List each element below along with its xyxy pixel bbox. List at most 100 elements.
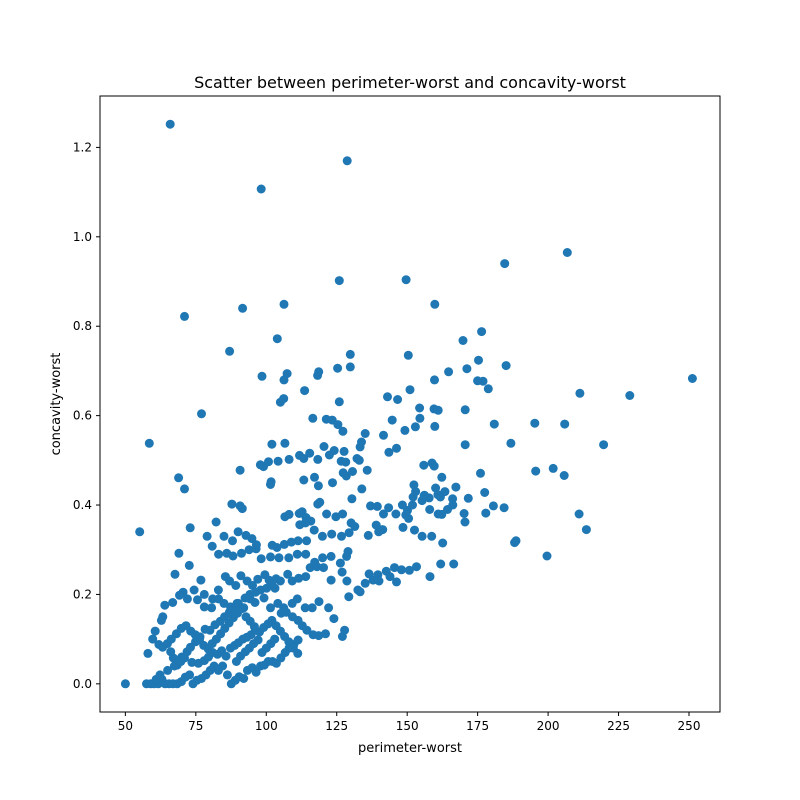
- data-point: [238, 303, 248, 313]
- data-point: [542, 551, 552, 561]
- data-point: [338, 509, 348, 519]
- data-point: [293, 536, 303, 546]
- data-point: [270, 634, 280, 644]
- data-point: [284, 509, 294, 519]
- data-point: [574, 509, 584, 519]
- data-point: [390, 563, 399, 573]
- data-point: [366, 501, 375, 511]
- x-tick-label: 75: [188, 719, 203, 733]
- data-point: [222, 670, 232, 680]
- data-point: [687, 374, 697, 383]
- data-point: [266, 552, 275, 562]
- data-point: [384, 447, 394, 457]
- data-point: [120, 679, 130, 689]
- data-point: [333, 420, 343, 430]
- data-point: [255, 460, 265, 470]
- data-point: [360, 429, 370, 438]
- data-point: [436, 559, 446, 569]
- data-point: [338, 426, 348, 436]
- data-point: [488, 501, 498, 511]
- data-point: [562, 248, 572, 257]
- data-point: [279, 539, 289, 549]
- data-point: [477, 327, 487, 337]
- data-point: [363, 530, 373, 540]
- data-point: [372, 501, 382, 511]
- data-point: [184, 560, 194, 570]
- data-point: [218, 661, 228, 671]
- data-point: [344, 592, 354, 602]
- data-point: [360, 578, 370, 588]
- data-point: [391, 509, 401, 519]
- x-tick-label: 150: [396, 719, 419, 733]
- data-point: [489, 419, 499, 429]
- y-tick-label: 0.0: [73, 677, 92, 691]
- x-axis-label: perimeter-worst: [358, 741, 462, 756]
- data-point: [302, 536, 312, 546]
- data-point: [287, 598, 297, 608]
- data-point: [314, 597, 324, 607]
- data-point: [429, 461, 439, 471]
- data-point: [531, 466, 541, 476]
- data-point: [293, 635, 303, 645]
- data-point: [237, 604, 247, 614]
- data-point: [385, 572, 395, 582]
- data-point: [499, 503, 509, 513]
- data-point: [307, 603, 317, 613]
- data-point: [256, 184, 266, 194]
- data-point: [160, 600, 170, 610]
- data-point: [339, 446, 349, 456]
- x-tick-label: 225: [607, 719, 630, 733]
- data-point: [404, 565, 414, 575]
- data-point: [345, 362, 355, 372]
- data-point: [460, 405, 470, 415]
- y-axis-ticks: 0.0 0.2 0.4 0.6 0.8 1.0 1.2: [73, 140, 100, 691]
- data-point: [625, 391, 635, 400]
- data-point: [392, 577, 401, 587]
- data-point: [463, 493, 473, 503]
- data-point: [410, 422, 420, 432]
- data-point: [319, 563, 328, 573]
- data-point: [267, 540, 277, 550]
- data-point: [478, 376, 488, 386]
- data-point: [283, 569, 293, 579]
- data-point: [197, 409, 206, 419]
- y-tick-label: 0.4: [73, 498, 92, 512]
- data-point: [313, 454, 323, 464]
- data-point: [425, 572, 435, 582]
- data-point: [319, 442, 329, 451]
- data-point: [301, 549, 311, 559]
- data-point: [227, 499, 237, 509]
- data-point: [273, 456, 283, 466]
- data-point: [500, 259, 510, 269]
- points-layer: [120, 119, 697, 689]
- data-point: [371, 520, 381, 530]
- data-point: [340, 625, 350, 635]
- x-axis-ticks: 50 75 100 125 150 175 200 225 250: [118, 712, 700, 733]
- data-point: [459, 509, 469, 518]
- data-point: [405, 385, 415, 395]
- data-point: [236, 571, 246, 581]
- data-point: [150, 626, 160, 636]
- data-point: [214, 594, 224, 604]
- data-point: [199, 602, 209, 612]
- data-point: [483, 384, 493, 394]
- chart-title: Scatter between perimeter-worst and conc…: [194, 73, 626, 92]
- data-point: [214, 549, 224, 559]
- data-point: [219, 531, 229, 541]
- data-point: [342, 576, 352, 586]
- data-point: [293, 648, 303, 658]
- data-point: [248, 581, 257, 590]
- data-point: [175, 590, 184, 600]
- data-point: [266, 603, 275, 613]
- data-point: [264, 457, 273, 467]
- data-point: [199, 589, 209, 599]
- data-point: [301, 572, 311, 582]
- data-point: [324, 603, 334, 613]
- data-point: [397, 565, 406, 575]
- data-point: [239, 674, 249, 683]
- data-point: [241, 530, 251, 540]
- data-point: [355, 587, 365, 597]
- data-point: [273, 598, 283, 608]
- plot-area-frame: [99, 95, 721, 713]
- data-point: [274, 553, 284, 563]
